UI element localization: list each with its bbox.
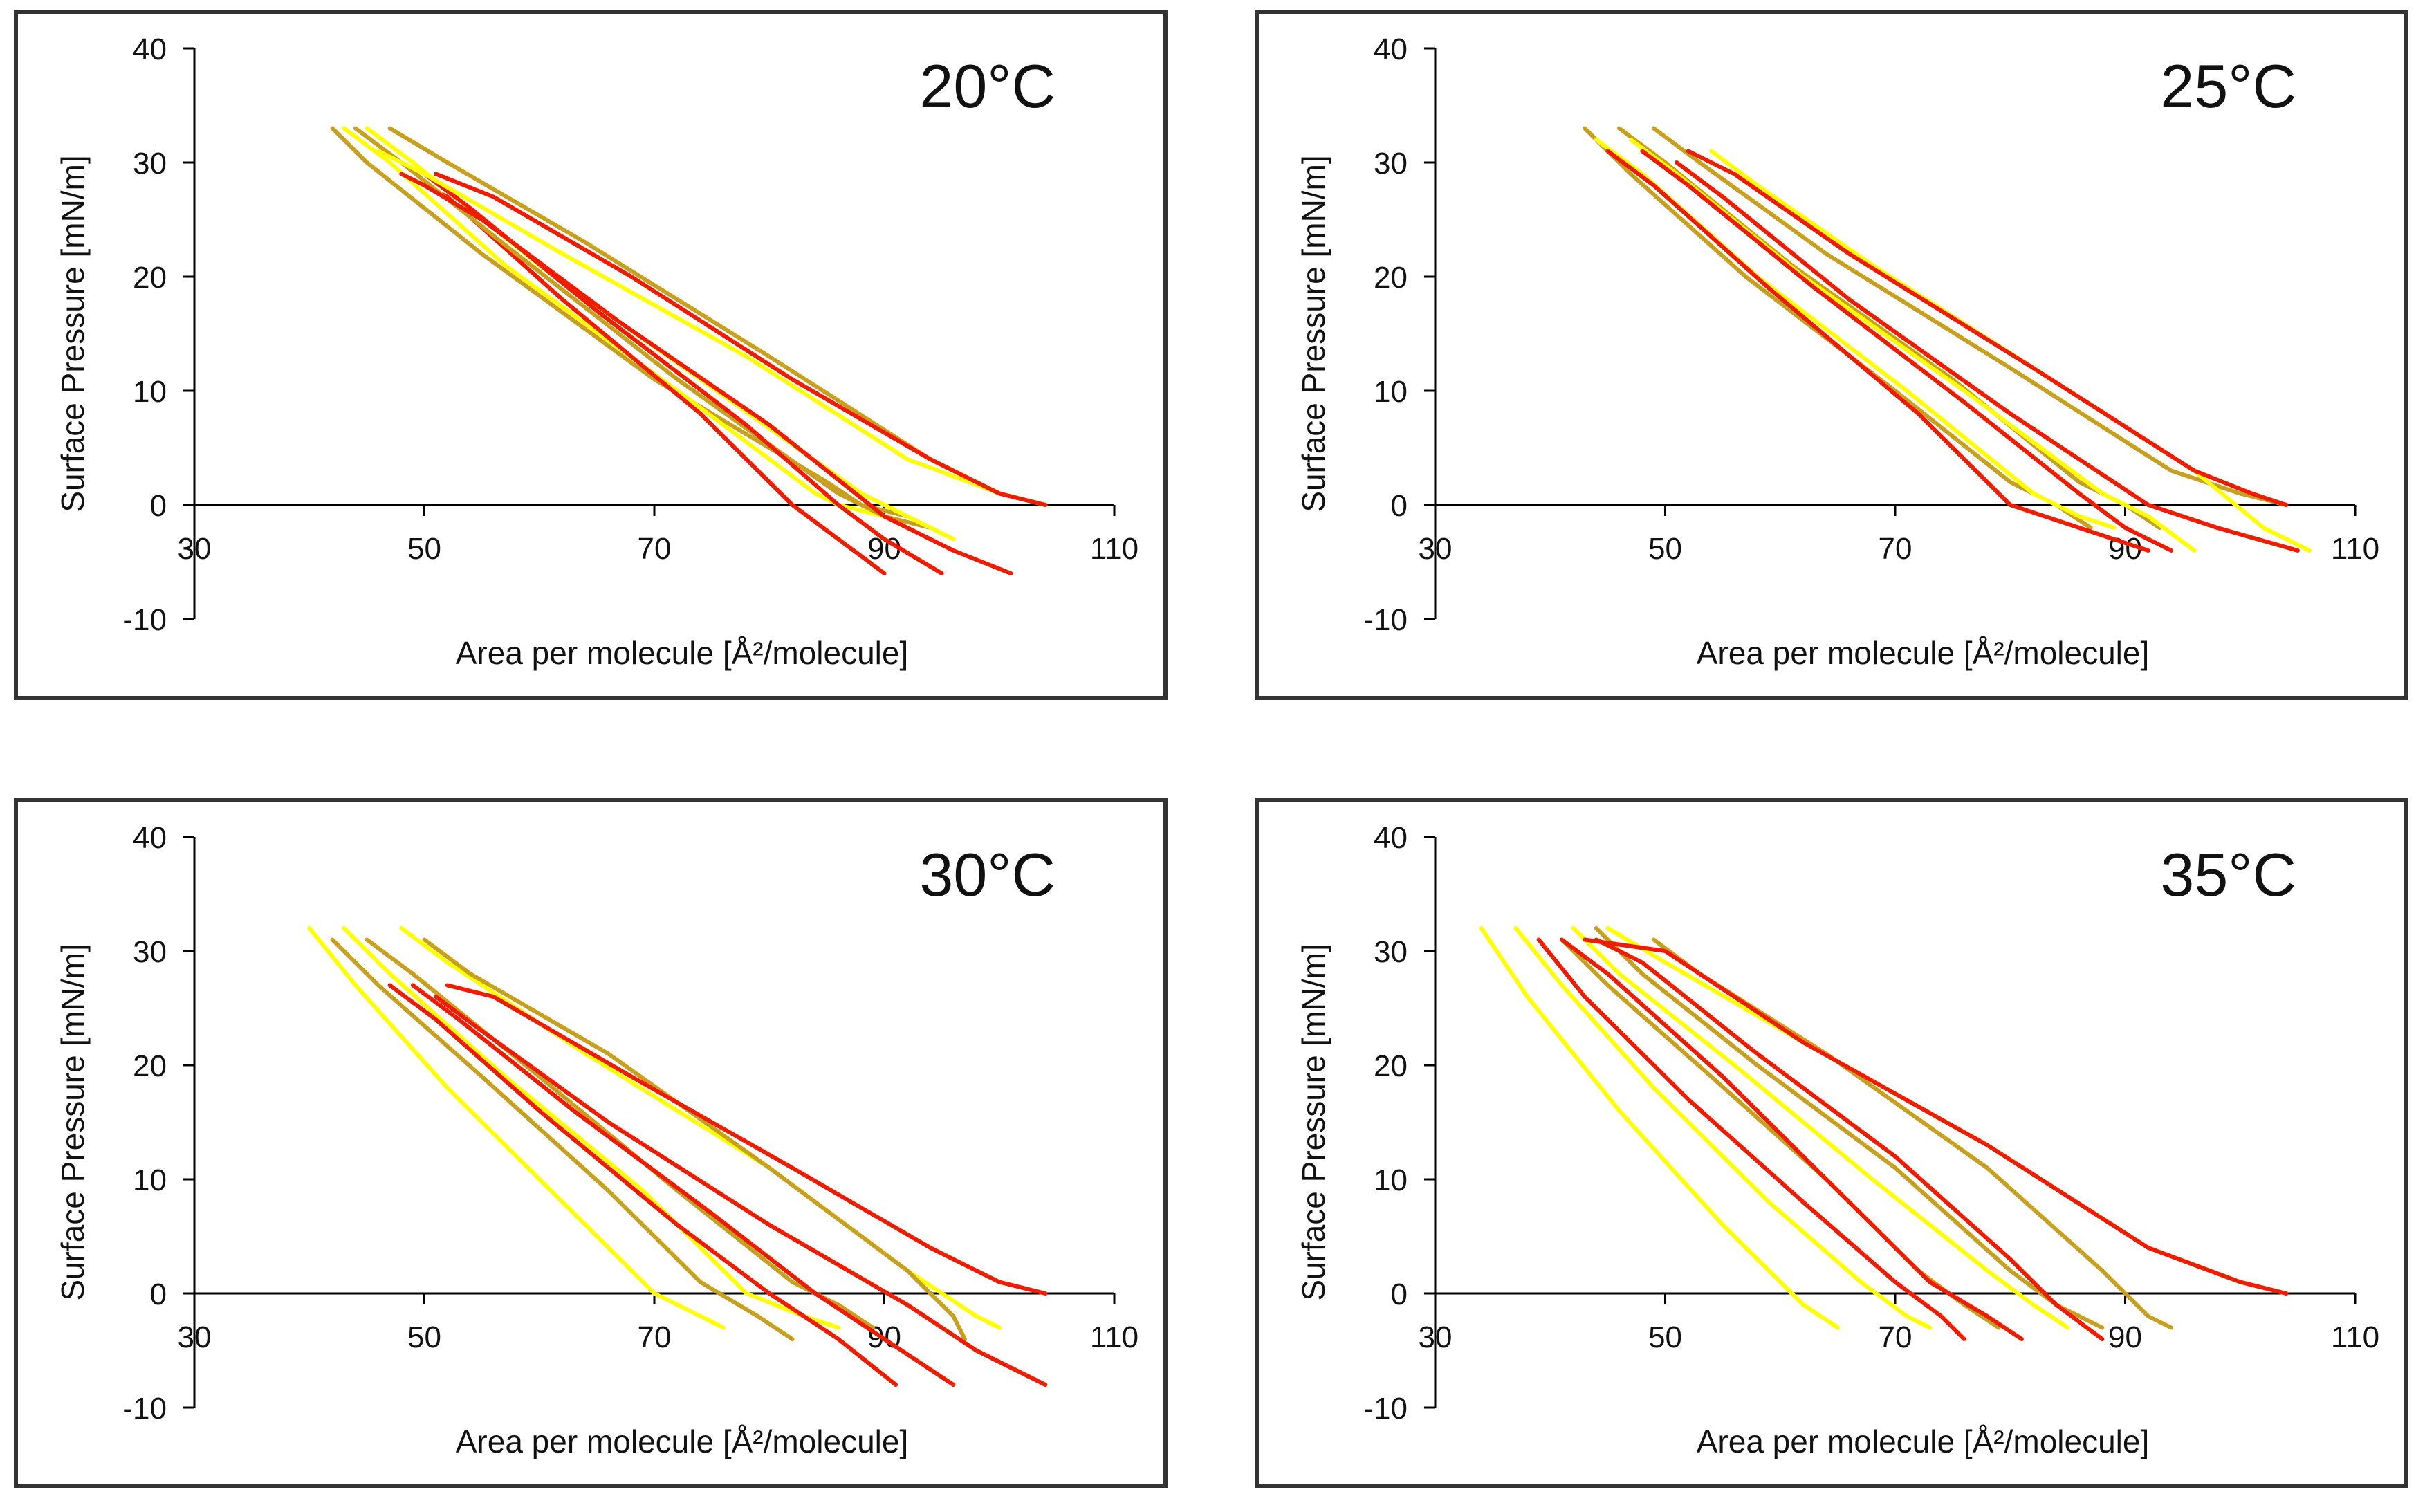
x-tick-label: 70 [638,532,672,566]
series-cycle-3 [399,172,887,575]
series-cycle-2 [1513,926,1932,1330]
x-tick-label: 50 [1648,532,1682,566]
x-tick-label: 70 [638,1320,672,1354]
series-cycle-2 [330,937,795,1341]
y-axis-title: Surface Pressure [mN/m] [55,943,91,1300]
y-tick-label: -10 [1363,1392,1408,1426]
y-tick-label: 10 [1374,375,1408,409]
series-cycle-9 [445,983,1048,1296]
series-cycle-3 [1605,149,2150,553]
series-cycle-7 [1651,126,2289,507]
series-cycle-8 [1594,937,2105,1341]
y-tick-label: 30 [133,935,167,969]
x-axis-title: Area per molecule [Å²/molecule] [456,635,909,671]
y-tick-label: 40 [1374,33,1408,66]
x-tick-label: 30 [1419,532,1453,566]
x-axis-title: Area per molecule [Å²/molecule] [1697,635,2150,671]
temperature-label: 30°C [919,840,1055,909]
series-cycle-8 [422,937,967,1341]
series-cycle-9 [1686,149,2289,507]
x-tick-label: 30 [178,1320,212,1354]
y-tick-label: 0 [1391,489,1408,523]
y-tick-label: 20 [1374,1049,1408,1083]
y-tick-label: 30 [1374,935,1408,969]
x-tick-label: 30 [178,532,212,566]
series-cycle-6 [422,172,944,575]
y-tick-label: 30 [1374,147,1408,181]
x-tick-label: 30 [1419,1320,1453,1354]
temperature-label: 25°C [2160,52,2296,120]
series-cycle-1 [1479,926,1840,1330]
x-tick-label: 110 [2331,532,2379,566]
series-cycle-6 [1640,149,2173,553]
chart-svg-35c: -10 0 10 20 30 40 30 50 70 90 110 35°C Area per mole… [1296,821,2379,1459]
series-cycle-4 [387,983,898,1387]
chart-panel-20c: -10 0 10 20 30 40 30 50 70 90 110 20°C Area per mole… [14,10,1168,700]
x-tick-label: 50 [407,532,441,566]
y-tick-label: -10 [1363,603,1408,637]
y-tick-label: -10 [122,1392,167,1426]
y-tick-label: 40 [133,821,167,855]
series-cycle-10 [422,183,1013,575]
y-tick-label: 40 [1374,821,1408,855]
y-tick-label: 10 [1374,1163,1408,1197]
y-axis-title: Surface Pressure [mN/m] [1296,943,1331,1300]
y-axis-title: Surface Pressure [mN/m] [1296,155,1331,512]
y-tick-label: 0 [1391,1278,1408,1311]
y-tick-label: 40 [133,33,167,66]
y-tick-label: 10 [133,375,167,409]
x-tick-label: 110 [2331,1320,2379,1354]
x-tick-label: 110 [1090,1320,1138,1354]
y-tick-label: -10 [122,603,167,637]
x-tick-label: 50 [407,1320,441,1354]
x-tick-label: 70 [1879,532,1912,566]
chart-panel-25c: -10 0 10 20 30 40 30 50 70 90 110 25°C Area per mole… [1255,10,2408,700]
series-cycle-9 [434,172,1048,507]
x-axis-title: Area per molecule [Å²/molecule] [1697,1423,2150,1459]
series-cycle-5 [1559,937,2024,1341]
series-cycle-10 [434,995,1048,1387]
y-tick-label: 0 [150,489,167,523]
x-tick-label: 70 [1879,1320,1912,1354]
temperature-label: 20°C [919,52,1055,120]
x-axis-title: Area per molecule [Å²/molecule] [456,1423,909,1459]
series-cycle-2 [1594,138,2116,530]
x-tick-label: 90 [2108,1320,2142,1354]
y-tick-label: 20 [133,1049,167,1083]
series-cycle-8 [1709,149,2312,553]
x-tick-label: 50 [1648,1320,1682,1354]
temperature-label: 35°C [2160,840,2296,909]
series-cycle-3 [1536,937,1966,1341]
series-cycle-6 [1571,926,2070,1330]
y-tick-label: 10 [133,1163,167,1197]
series-cycle-7 [387,126,1048,507]
chart-panel-30c: -10 0 10 20 30 40 30 50 70 90 110 30°C Area per mole… [14,798,1168,1488]
x-tick-label: 110 [1090,532,1138,566]
y-tick-label: 30 [133,147,167,181]
y-tick-label: 20 [133,261,167,295]
series-cycle-5 [365,937,875,1330]
chart-panel-35c: -10 0 10 20 30 40 30 50 70 90 110 35°C Area per mole… [1255,798,2408,1488]
series-cycle-11 [1583,937,2289,1296]
y-tick-label: 20 [1374,261,1408,295]
y-axis-title: Surface Pressure [mN/m] [55,155,91,512]
series-cycle-5 [1628,138,2197,553]
series-cycle-10 [1675,160,2300,553]
series-cycle-6 [410,983,956,1387]
y-tick-label: 0 [150,1278,167,1311]
series-cycle-9 [1651,937,2173,1330]
series-cycle-1 [307,926,726,1330]
